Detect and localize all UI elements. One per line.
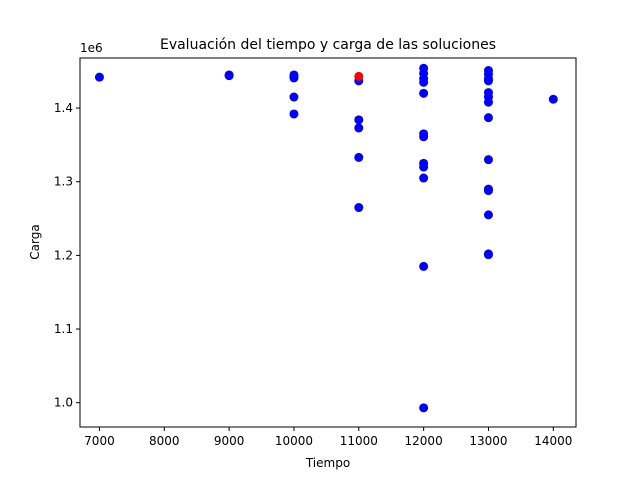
x-tick-label: 12000 (405, 434, 443, 448)
data-point (483, 210, 493, 220)
plot-area (80, 58, 576, 427)
data-point (354, 123, 364, 133)
x-tick-label: 8000 (149, 434, 180, 448)
data-point (483, 186, 493, 196)
data-point (354, 152, 364, 162)
x-tick-label: 13000 (469, 434, 507, 448)
x-axis-label: Tiempo (305, 456, 350, 470)
data-point (419, 173, 429, 183)
data-point (289, 73, 299, 83)
data-point (354, 71, 364, 81)
data-point (419, 77, 429, 87)
data-point (94, 72, 104, 82)
y-tick-label: 1.0 (54, 396, 73, 410)
data-point (419, 88, 429, 98)
data-point (289, 109, 299, 119)
x-tick-label: 11000 (340, 434, 378, 448)
y-axis-label: Carga (28, 224, 42, 259)
y-offset-label: 1e6 (80, 41, 103, 55)
data-point (483, 155, 493, 165)
data-point (224, 71, 234, 81)
data-point (483, 97, 493, 107)
y-axis-ticks: 1.0 1.1 1.2 1.3 1.4 (54, 101, 80, 410)
plot-frame (79, 57, 577, 428)
x-tick-label: 14000 (534, 434, 572, 448)
data-point (548, 94, 558, 104)
data-point (483, 76, 493, 86)
y-tick-label: 1.2 (54, 248, 73, 262)
x-tick-label: 7000 (84, 434, 115, 448)
x-tick-label: 10000 (275, 434, 313, 448)
data-point (419, 162, 429, 172)
data-point (419, 403, 429, 413)
data-point (289, 92, 299, 102)
data-point (419, 132, 429, 142)
y-tick-label: 1.3 (54, 175, 73, 189)
data-point (419, 261, 429, 271)
data-point (483, 113, 493, 123)
y-tick-label: 1.4 (54, 101, 73, 115)
chart-title: Evaluación del tiempo y carga de las sol… (160, 37, 496, 53)
data-point (354, 203, 364, 213)
y-tick-label: 1.1 (54, 322, 73, 336)
x-tick-label: 9000 (214, 434, 245, 448)
points-layer (94, 63, 558, 413)
data-point (354, 115, 364, 125)
data-point (483, 250, 493, 260)
x-axis-ticks: 7000 8000 9000 10000 11000 12000 13000 14000 (84, 427, 572, 448)
